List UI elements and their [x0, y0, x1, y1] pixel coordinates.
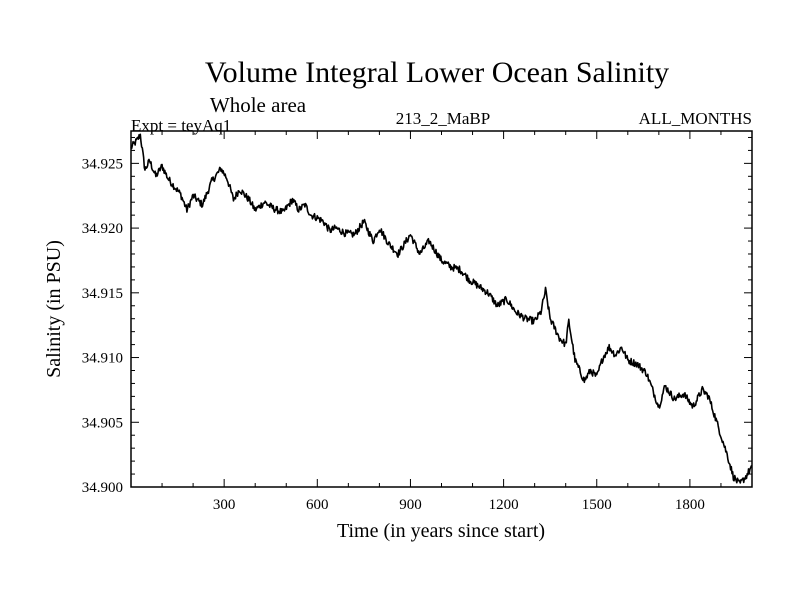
series-line-salinity	[130, 133, 753, 484]
plot-area-frame	[130, 130, 753, 488]
chart-subtitle: Whole area	[210, 93, 307, 117]
experiment-label: Expt = teyAq1	[131, 116, 231, 135]
series-layer	[130, 133, 753, 484]
x-tick-label: 600	[306, 497, 329, 513]
x-tick-label: 900	[399, 497, 422, 513]
x-tick-label: 1200	[489, 497, 519, 513]
x-tick-label: 1800	[675, 497, 705, 513]
y-tick-label: 34.915	[82, 286, 123, 302]
y-tick-label: 34.925	[82, 156, 123, 172]
y-axis-label: Salinity (in PSU)	[43, 240, 65, 378]
y-tick-label: 34.920	[82, 221, 123, 237]
y-tick-label: 34.905	[82, 415, 123, 431]
y-tick-label: 34.910	[82, 351, 123, 367]
y-tick-label: 34.900	[82, 480, 123, 496]
x-axis-label: Time (in years since start)	[337, 520, 545, 542]
x-tick-label: 1500	[582, 497, 612, 513]
x-tick-label: 300	[213, 497, 236, 513]
x-axis-ticks: 300 600 900 1200 1500 1800	[161, 131, 722, 513]
months-label: ALL_MONTHS	[639, 109, 752, 128]
chart-title: Volume Integral Lower Ocean Salinity	[205, 56, 669, 89]
y-axis-ticks: 34.900 34.905 34.910 34.915 34.920 34.925	[82, 136, 752, 496]
run-label: 213_2_MaBP	[396, 109, 490, 128]
